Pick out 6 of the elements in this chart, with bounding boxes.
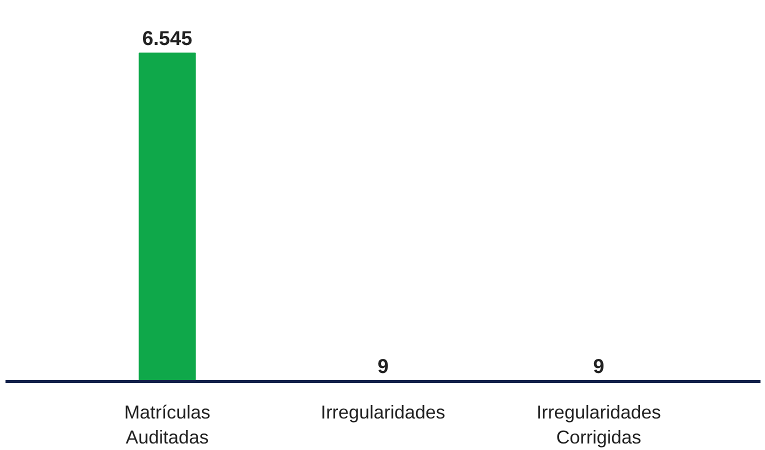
data-label: 9: [593, 356, 604, 378]
data-label: 6.545: [142, 28, 192, 50]
x-tick-label: Irregularidades: [320, 402, 446, 422]
x-tick-label: Matrículas Auditadas: [124, 402, 210, 448]
x-tick-label: Irregularidades Corrigidas: [536, 402, 661, 448]
data-label: 9: [377, 356, 389, 378]
